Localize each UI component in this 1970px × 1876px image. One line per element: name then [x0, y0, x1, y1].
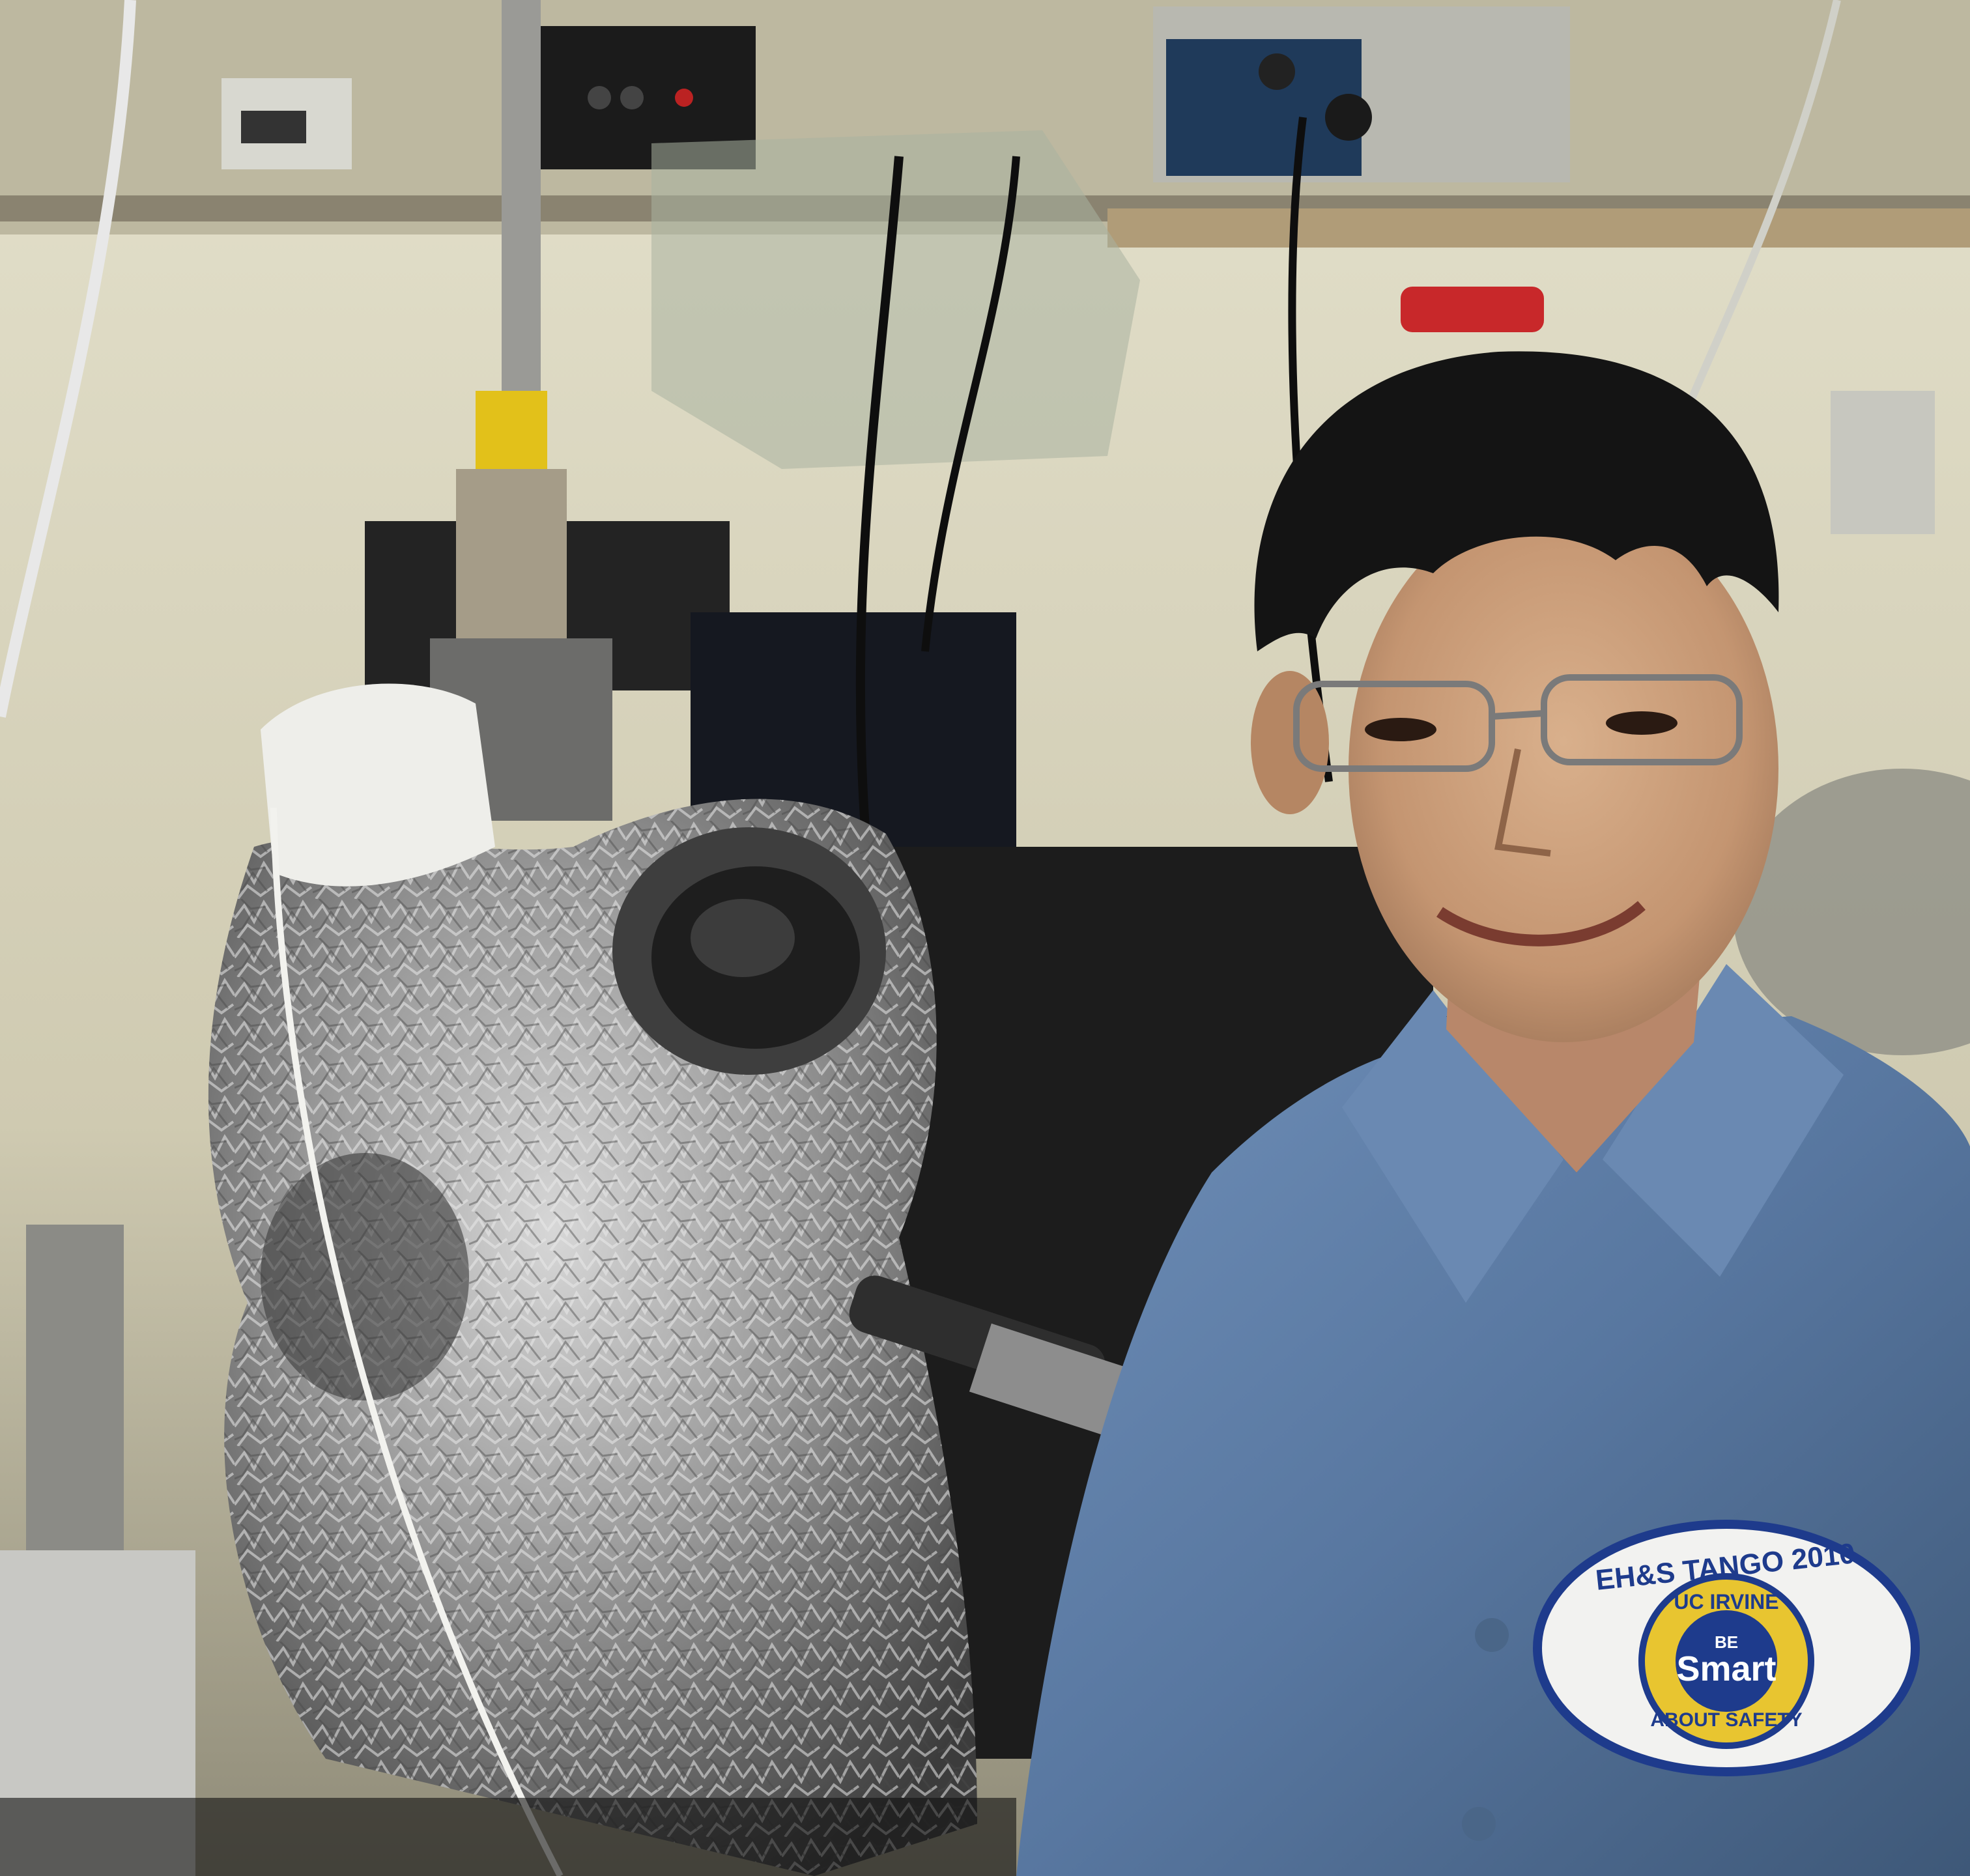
knob-icon [588, 86, 611, 109]
glasses-left-lens [1293, 681, 1495, 772]
patch-be: BE [1715, 1632, 1738, 1652]
knob-icon [620, 86, 644, 109]
patch-smart: Smart [1676, 1649, 1776, 1688]
black-cable [921, 156, 1020, 652]
left-eye [1365, 718, 1436, 741]
safety-patch: EH&S TANGO 2010 UC IRVINE BE Smart ABOUT… [1533, 1520, 1920, 1776]
metal-connector [969, 1323, 1128, 1436]
plastic-cover [651, 130, 1140, 469]
steel-coil [1733, 769, 1970, 1055]
floor-shadow [0, 1798, 1016, 1876]
red-clamp [1401, 287, 1544, 332]
nose [1494, 748, 1551, 857]
viewport-reflection [691, 899, 795, 977]
patch-university: UC IRVINE [1674, 1590, 1778, 1613]
thin-wire [270, 807, 564, 1876]
glasses-bridge [1491, 710, 1545, 720]
right-eye [1606, 711, 1677, 735]
coat-button [1462, 1807, 1496, 1841]
feedthrough-flange [456, 469, 567, 638]
valve-fitting [1831, 391, 1935, 534]
side-port [261, 1153, 469, 1400]
mouth [1436, 901, 1646, 946]
white-cable [0, 0, 136, 718]
face [1349, 495, 1778, 1042]
dial-icon [1325, 94, 1372, 141]
bellows-tube [502, 0, 541, 404]
white-towel [261, 683, 495, 887]
glasses-right-lens [1541, 674, 1743, 765]
black-cable [1288, 117, 1333, 782]
coat-collar-right [1603, 964, 1844, 1277]
coat-collar-left [1342, 990, 1563, 1303]
coat-button [1475, 1618, 1509, 1652]
indicator-light-icon [675, 89, 693, 107]
black-cable [855, 156, 904, 847]
display-window [241, 111, 306, 143]
hair [1254, 351, 1779, 651]
patch-about-safety: ABOUT SAFETY [1650, 1709, 1802, 1731]
left-ear [1251, 671, 1329, 814]
yellow-fitting [476, 391, 547, 469]
wooden-shelf [1107, 208, 1970, 248]
dial-icon [1259, 53, 1295, 90]
